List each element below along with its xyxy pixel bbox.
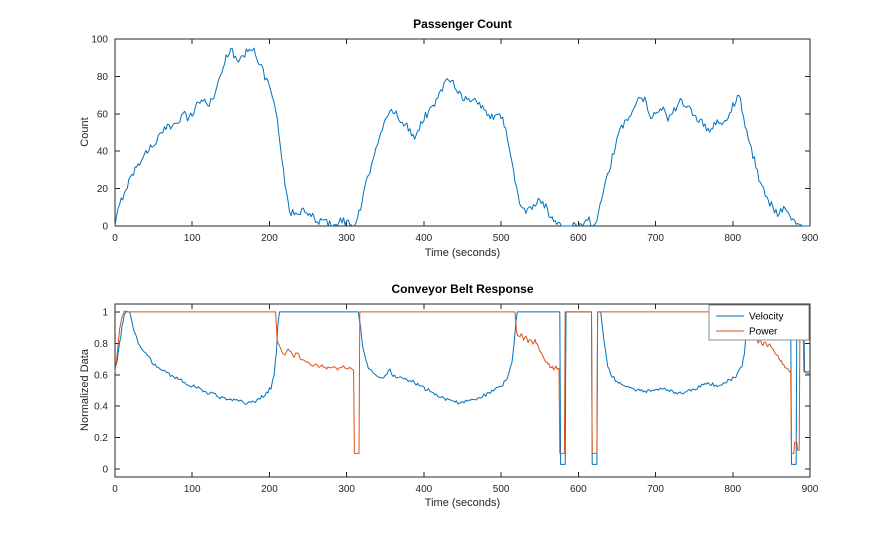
y-tick-label: 0.8	[94, 339, 108, 350]
y-tick-label: 1	[102, 307, 108, 318]
passenger-chart-ylabel: Count	[79, 117, 91, 146]
y-tick-label: 0.6	[94, 370, 108, 381]
y-tick-label: 60	[97, 109, 109, 120]
x-tick-label: 800	[724, 233, 741, 244]
x-tick-label: 800	[724, 484, 741, 495]
series-line-passenger-count	[114, 47, 810, 227]
x-tick-label: 600	[570, 484, 587, 495]
x-tick-label: 400	[416, 233, 433, 244]
conveyor-chart-xlabel: Time (seconds)	[425, 497, 500, 509]
y-tick-label: 100	[91, 35, 108, 46]
x-tick-label: 300	[338, 484, 355, 495]
x-tick-label: 300	[338, 233, 355, 244]
x-tick-label: 500	[493, 484, 510, 495]
conveyor-chart-axes: Conveyor Belt Response Time (seconds) No…	[79, 282, 819, 509]
legend-entry-label: Power	[749, 327, 778, 338]
x-tick-label: 100	[184, 484, 201, 495]
legend-box	[708, 304, 810, 341]
passenger-chart-xlabel: Time (seconds)	[425, 247, 500, 259]
series-line-velocity	[114, 310, 811, 465]
y-tick-label: 40	[97, 147, 109, 158]
x-tick-label: 0	[112, 484, 118, 495]
x-tick-label: 400	[416, 484, 433, 495]
x-tick-label: 200	[261, 484, 278, 495]
y-tick-label: 80	[97, 72, 109, 83]
x-tick-label: 700	[647, 233, 664, 244]
x-tick-label: 200	[261, 233, 278, 244]
y-tick-label: 0.2	[94, 433, 108, 444]
x-tick-label: 0	[112, 233, 118, 244]
passenger-chart-axes: Passenger Count Time (seconds) Count 0 10…	[79, 17, 819, 259]
y-tick-label: 0.4	[94, 402, 108, 413]
legend-entry-label: Velocity	[749, 312, 783, 323]
x-tick-label: 900	[802, 484, 819, 495]
y-tick-label: 0	[102, 222, 108, 233]
x-tick-label: 700	[647, 484, 664, 495]
passenger-chart-title: Passenger Count	[413, 17, 512, 31]
x-tick-label: 100	[184, 233, 201, 244]
y-tick-label: 0	[102, 465, 108, 476]
conveyor-chart-ylabel: Normalized Data	[79, 348, 91, 431]
axes-box	[114, 38, 811, 227]
x-tick-label: 600	[570, 233, 587, 244]
series-line-power	[114, 310, 810, 454]
axes-box	[114, 303, 811, 478]
y-tick-label: 20	[97, 184, 109, 195]
conveyor-chart-title: Conveyor Belt Response	[391, 282, 533, 296]
x-tick-label: 900	[802, 233, 819, 244]
x-tick-label: 500	[493, 233, 510, 244]
